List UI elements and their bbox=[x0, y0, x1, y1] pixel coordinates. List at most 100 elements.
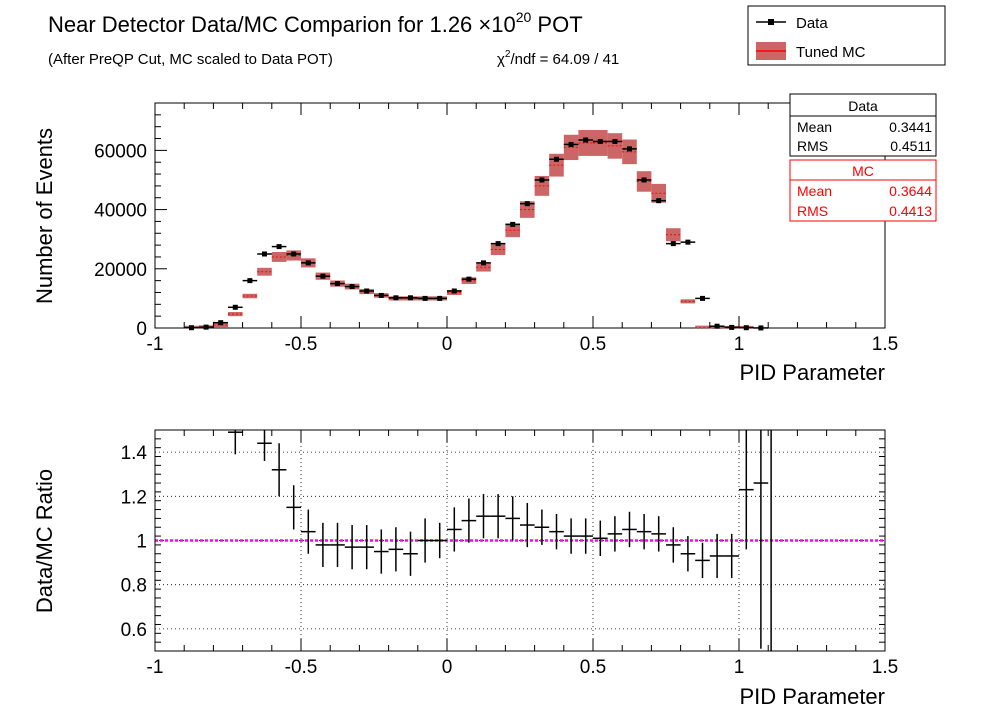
mc-band-bin bbox=[505, 223, 520, 238]
top-x-tick-label: -0.5 bbox=[285, 334, 318, 355]
legend-data-marker bbox=[768, 19, 774, 25]
data-point bbox=[685, 239, 691, 245]
data-point bbox=[758, 325, 764, 331]
stats-mc-mean-label: Mean bbox=[797, 183, 832, 199]
top-x-tick-label: 0 bbox=[442, 334, 453, 355]
data-point bbox=[510, 221, 516, 227]
data-point bbox=[729, 324, 735, 330]
data-point bbox=[408, 295, 413, 301]
mc-band-bin bbox=[607, 133, 623, 159]
mc-band-bin bbox=[242, 293, 258, 299]
chart-title: Near Detector Data/MC Comparion for 1.26… bbox=[48, 9, 583, 37]
bottom-plot: -1 -0.5 0 0.5 1 1.5 0.6 0.8 1 1.2 1.4 PID Paramete… bbox=[32, 429, 898, 709]
chart-subtitle: (After PreQP Cut, MC scaled to Data POT) bbox=[48, 51, 333, 68]
top-x-tick-label: 1 bbox=[734, 334, 745, 355]
top-x-tick-label: -1 bbox=[147, 334, 164, 355]
stats-data-mean-value: 0.3441 bbox=[889, 119, 932, 135]
data-point bbox=[554, 156, 559, 162]
mc-band-bin bbox=[257, 267, 272, 276]
bottom-x-tick-label: 0 bbox=[442, 657, 453, 678]
data-point bbox=[349, 284, 355, 290]
bottom-x-tick-label: 0.5 bbox=[580, 657, 606, 678]
top-axes: -1 -0.5 0 0.5 1 1.5 0 20000 40000 60000 bbox=[94, 102, 898, 355]
stats-data-title: Data bbox=[848, 98, 878, 114]
data-point bbox=[393, 295, 399, 301]
stats-mc-rms-label: RMS bbox=[797, 203, 828, 219]
mc-band-bin bbox=[490, 244, 506, 256]
mc-band-bin bbox=[520, 201, 535, 218]
data-point bbox=[743, 325, 749, 331]
mc-band-bin bbox=[695, 325, 710, 328]
data-point bbox=[641, 177, 647, 183]
data-point bbox=[451, 288, 457, 294]
stats-mc-mean-value: 0.3644 bbox=[889, 183, 932, 199]
stats-data-mean-label: Mean bbox=[797, 119, 832, 135]
stats-mc-rms-value: 0.4413 bbox=[889, 203, 932, 219]
data-point bbox=[714, 323, 720, 329]
data-point bbox=[262, 251, 267, 257]
top-data-points bbox=[184, 137, 769, 331]
data-point bbox=[597, 138, 603, 144]
title-block: Near Detector Data/MC Comparion for 1.26… bbox=[48, 9, 619, 68]
data-point bbox=[583, 137, 589, 143]
top-plot: -1 -0.5 0 0.5 1 1.5 0 20000 40000 60000 PID Param… bbox=[32, 102, 898, 385]
data-point bbox=[656, 198, 662, 204]
bottom-y-tick-label: 0.6 bbox=[121, 620, 147, 641]
bottom-x-tick-label: 1 bbox=[734, 657, 745, 678]
data-point bbox=[568, 141, 574, 147]
legend-data-label: Data bbox=[796, 15, 828, 32]
top-x-tick-label: 1.5 bbox=[872, 334, 898, 355]
data-point bbox=[627, 146, 632, 152]
top-x-tick-label: 0.5 bbox=[580, 334, 606, 355]
bottom-y-tick-label: 1.4 bbox=[121, 443, 148, 464]
stats-data-rms-value: 0.4511 bbox=[890, 138, 932, 154]
data-point bbox=[305, 260, 311, 266]
mc-band-bin bbox=[622, 139, 637, 165]
data-point bbox=[539, 177, 545, 183]
mc-band-bin bbox=[563, 134, 579, 161]
top-y-tick-label: 0 bbox=[136, 319, 147, 340]
bottom-y-tick-label: 1 bbox=[136, 532, 147, 553]
data-point bbox=[320, 273, 326, 279]
data-point bbox=[422, 295, 428, 301]
data-point bbox=[437, 295, 443, 301]
bottom-x-tick-label: 1.5 bbox=[872, 657, 898, 678]
data-point bbox=[495, 241, 501, 247]
top-y-tick-label: 20000 bbox=[94, 260, 147, 281]
stats-mc-title: MC bbox=[852, 163, 874, 179]
stats-box-data: Data Mean 0.3441 RMS 0.4511 bbox=[789, 93, 937, 157]
mc-band-bin bbox=[651, 183, 666, 203]
bottom-y-tick-label: 0.8 bbox=[121, 576, 147, 597]
data-point bbox=[481, 260, 486, 266]
mc-band-bin bbox=[534, 175, 550, 196]
bottom-x-tick-label: -0.5 bbox=[285, 657, 318, 678]
mc-band-bin bbox=[666, 228, 681, 242]
data-point bbox=[700, 295, 705, 301]
top-mc-histogram bbox=[184, 130, 754, 329]
data-point bbox=[466, 276, 472, 282]
data-point bbox=[378, 292, 384, 298]
mc-band-bin bbox=[271, 251, 287, 262]
mc-band-bin bbox=[680, 299, 696, 304]
data-point bbox=[670, 241, 676, 247]
top-x-axis-label: PID Parameter bbox=[740, 360, 886, 385]
top-y-tick-label: 40000 bbox=[94, 201, 147, 222]
bottom-x-tick-label: -1 bbox=[147, 657, 164, 678]
chi2-label: χ2/ndf = 64.09 / 41 bbox=[497, 49, 619, 68]
mc-band-bin bbox=[476, 263, 491, 272]
mc-band-bin bbox=[228, 312, 243, 317]
top-y-tick-label: 60000 bbox=[94, 141, 147, 162]
legend-mc-label: Tuned MC bbox=[796, 44, 866, 61]
stats-data-rms-label: RMS bbox=[797, 138, 828, 154]
bottom-axes: -1 -0.5 0 0.5 1 1.5 0.6 0.8 1 1.2 1.4 bbox=[121, 429, 898, 678]
bottom-x-axis-label: PID Parameter bbox=[740, 684, 886, 709]
data-point bbox=[612, 138, 618, 144]
data-point bbox=[218, 320, 224, 326]
data-point bbox=[524, 201, 530, 207]
top-y-axis-label: Number of Events bbox=[32, 128, 57, 304]
data-point bbox=[364, 288, 370, 294]
data-point bbox=[276, 244, 282, 250]
data-point bbox=[335, 281, 340, 287]
data-point bbox=[232, 304, 238, 310]
data-point bbox=[203, 324, 209, 330]
